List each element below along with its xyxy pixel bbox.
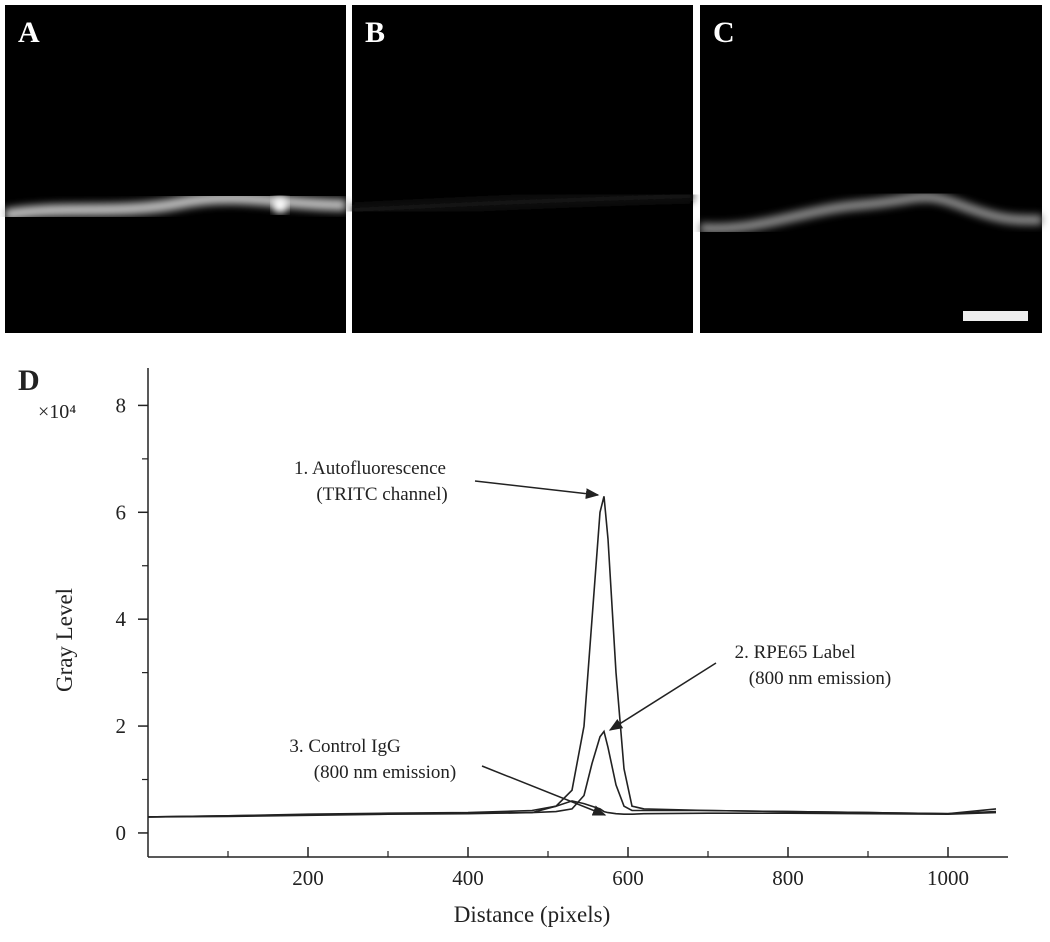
x-tick-label: 200 [292, 866, 324, 890]
x-axis-label: Distance (pixels) [454, 902, 610, 927]
panel-a-image [5, 5, 346, 333]
x-tick-label: 800 [772, 866, 804, 890]
band-c [699, 192, 1043, 234]
bright-spot [272, 197, 288, 213]
panel-b-image [352, 5, 693, 333]
annotations: 1. Autofluorescence (TRITC channel) 2. R… [289, 458, 892, 816]
arrow [474, 480, 600, 499]
y-tick-label: 8 [116, 393, 127, 417]
y-tick-label: 4 [116, 607, 127, 631]
x-tick-label: 600 [612, 866, 644, 890]
annotation: (800 nm emission) [749, 668, 892, 689]
panel-label: C [713, 16, 735, 49]
panel-c-image [700, 5, 1042, 333]
panel-label: B [365, 16, 385, 49]
annotation: 2. RPE65 Label [735, 642, 856, 663]
y-axis-label: Gray Level [52, 588, 77, 692]
y-tick-label: 6 [116, 500, 127, 524]
y-tick-label: 2 [116, 714, 127, 738]
series-line [147, 800, 997, 818]
scale-bar [963, 311, 1028, 321]
band-b [351, 191, 694, 215]
panel-label: D [18, 364, 40, 397]
annotation: 3. Control IgG [289, 736, 401, 757]
band-a [3, 192, 347, 221]
annotation: (800 nm emission) [314, 762, 457, 783]
arrow [481, 765, 607, 816]
y-multiplier: ×10⁴ [38, 401, 76, 423]
annotation: 1. Autofluorescence [294, 458, 446, 479]
x-tick-label: 1000 [927, 866, 969, 890]
series-line [147, 729, 997, 818]
annotation: (TRITC channel) [316, 484, 447, 505]
arrow [608, 662, 717, 731]
series-line [147, 496, 997, 818]
x-tick-label: 400 [452, 866, 484, 890]
y-tick-label: 0 [116, 821, 127, 845]
micrographs: A B C [3, 5, 1043, 333]
panel-label: A [18, 16, 40, 49]
